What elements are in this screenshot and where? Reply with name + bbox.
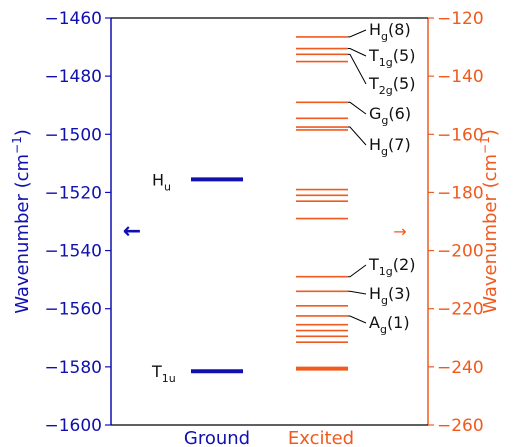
left-tick-label: −1460 [44, 9, 102, 29]
excited-level-label: Ag(1) [369, 313, 410, 336]
annotation-leader [348, 48, 367, 57]
left-tick-label: −1500 [44, 125, 102, 145]
xtick-label-excited: Excited [288, 428, 354, 447]
right-tick-label: −200 [437, 242, 484, 262]
excited-level-label: Gg(6) [369, 104, 411, 127]
annotation-leader [348, 101, 367, 115]
right-tick-label: −220 [437, 300, 484, 320]
annotation-leader [348, 53, 367, 85]
right-tick-label: −240 [437, 358, 484, 378]
left-axis-label: Wavenumber (cm−1) [10, 129, 33, 314]
left-tick-label: −1480 [44, 67, 102, 87]
right-tick-label: −260 [437, 416, 484, 436]
annotation-leader [348, 126, 367, 146]
right-axis-label: Wavenumber (cm−1) [478, 129, 501, 314]
right-tick-label: −120 [437, 9, 484, 29]
ground-level-label: Hu [152, 170, 171, 193]
annotation-leader [348, 315, 367, 324]
excited-level-label: Hg(7) [369, 135, 411, 158]
ground-level-label: T1u [151, 362, 176, 385]
left-tick-label: −1520 [44, 183, 102, 203]
left-tick-label: −1580 [44, 358, 102, 378]
right-tick-label: −140 [437, 67, 484, 87]
right-tick-label: −180 [437, 183, 484, 203]
annotation-leader [348, 264, 367, 278]
annotation-leader [348, 29, 367, 38]
excited-level-label: Hg(8) [369, 20, 411, 43]
excited-level-label: Hg(3) [369, 284, 411, 307]
excited-level-label: T1g(5) [368, 46, 415, 69]
annotation-leader [348, 290, 367, 295]
left-tick-label: −1560 [44, 300, 102, 320]
excited-level-label: T1g(2) [368, 255, 415, 278]
excited-level-label: T2g(5) [368, 74, 415, 97]
right-tick-label: −160 [437, 125, 484, 145]
right-axis-arrow: → [393, 222, 406, 241]
xtick-label-ground: Ground [184, 428, 250, 447]
left-tick-label: −1540 [44, 242, 102, 262]
left-axis-arrow: ← [123, 219, 141, 244]
left-tick-label: −1600 [44, 416, 102, 436]
